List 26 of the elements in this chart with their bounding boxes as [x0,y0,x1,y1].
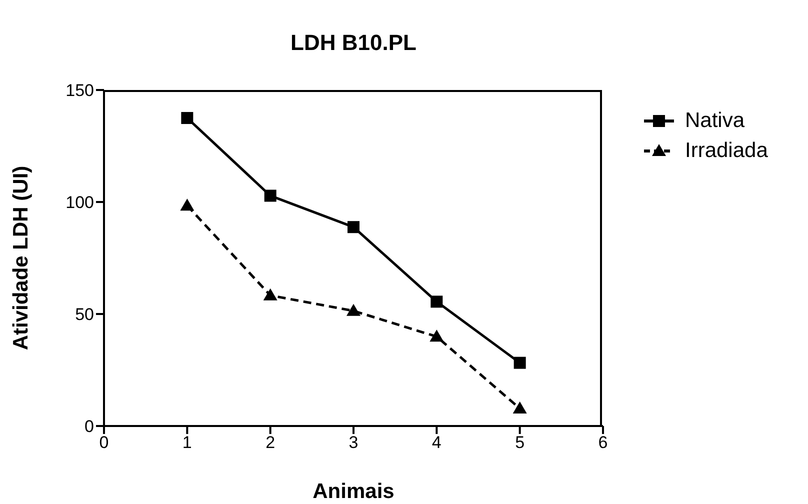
point [348,221,360,234]
point [181,112,194,124]
point [430,296,443,308]
point [264,190,276,202]
point [430,330,444,342]
point [180,198,194,211]
legend-label: Nativa [685,109,745,133]
chart-title: LDH B10.PL [290,30,418,56]
y-tick-label: 50 [75,305,94,324]
point [512,402,527,414]
point [514,356,526,369]
x-tick-label: 3 [348,433,358,452]
x-tick-label: 6 [598,433,608,452]
x-tick-label: 1 [182,433,192,452]
legend-label: Irradiada [685,139,768,163]
y-axis-title: Atividade LDH (UI) [9,166,32,350]
x-tick-label: 2 [266,433,276,452]
y-tick-label: 150 [66,81,94,100]
x-tick-label: 4 [432,433,442,452]
y-tick-label: 0 [84,417,94,436]
point [263,288,278,300]
y-tick-label: 100 [66,193,94,212]
x-axis-title: Animais [312,480,394,503]
point [346,304,360,316]
x-tick-label: 0 [99,433,109,452]
x-tick-label: 5 [515,433,525,452]
